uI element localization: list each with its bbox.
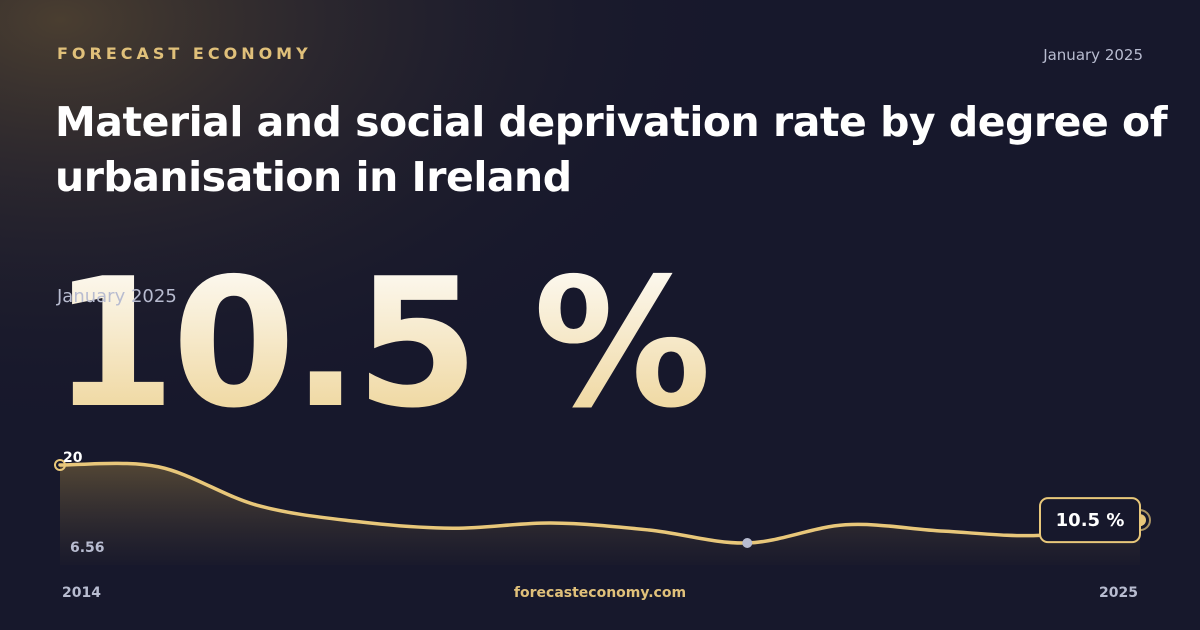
min-label: 6.56 bbox=[70, 540, 105, 556]
max-point bbox=[54, 459, 66, 471]
max-label: 20 bbox=[63, 450, 83, 466]
value-label-box bbox=[1039, 497, 1141, 544]
line bbox=[58, 461, 1142, 545]
x-tick-label: 2025 bbox=[1099, 585, 1138, 601]
title-box: Material and social deprivation rate by … bbox=[55, 98, 1168, 201]
chart-title: Material and social deprivation rate by … bbox=[55, 98, 1168, 201]
min-point bbox=[742, 538, 753, 548]
footer: forecasteconomy.com bbox=[514, 585, 686, 601]
value-label: 10.5 % bbox=[1056, 510, 1125, 531]
x-tick-label: 2014 bbox=[62, 585, 101, 601]
area bbox=[60, 463, 1140, 565]
date: January 2025 bbox=[1042, 46, 1143, 64]
brand: FORECAST ECONOMY bbox=[57, 44, 312, 63]
big-value-date: January 2025 bbox=[56, 286, 177, 307]
big-value: 10.5 % bbox=[52, 240, 708, 447]
